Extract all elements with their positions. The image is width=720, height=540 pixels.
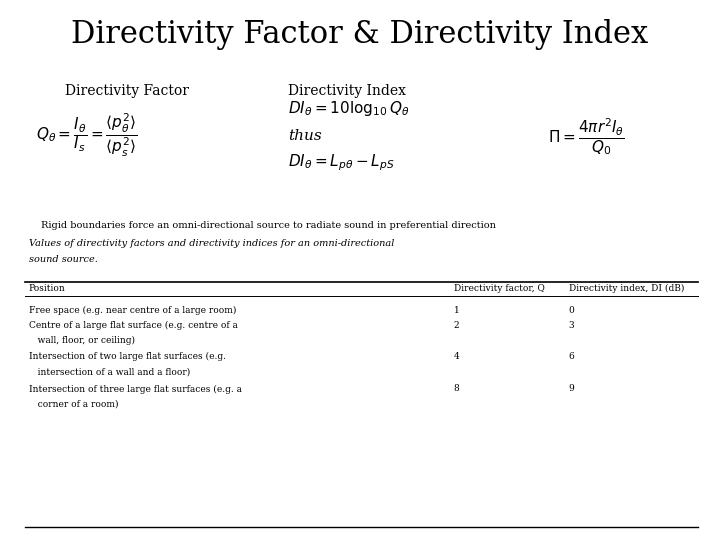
Text: Intersection of three large flat surfaces (e.g. a: Intersection of three large flat surface… (29, 384, 242, 394)
Text: Directivity Index: Directivity Index (288, 84, 406, 98)
Text: Intersection of two large flat surfaces (e.g.: Intersection of two large flat surfaces … (29, 352, 226, 361)
Text: Values of directivity factors and directivity indices for an omni-directional: Values of directivity factors and direct… (29, 239, 394, 248)
Text: wall, floor, or ceiling): wall, floor, or ceiling) (29, 336, 135, 345)
Text: 1: 1 (454, 306, 459, 315)
Text: 8: 8 (454, 384, 459, 394)
Text: $DI_{\theta} = L_{p\theta} - L_{pS}$: $DI_{\theta} = L_{p\theta} - L_{pS}$ (288, 153, 395, 173)
Text: 3: 3 (569, 321, 575, 330)
Text: $DI_{\theta} = 10 \log_{10} Q_{\theta}$: $DI_{\theta} = 10 \log_{10} Q_{\theta}$ (288, 98, 410, 118)
Text: Directivity Factor: Directivity Factor (65, 84, 189, 98)
Text: Directivity Factor & Directivity Index: Directivity Factor & Directivity Index (71, 19, 649, 50)
Text: 4: 4 (454, 352, 459, 361)
Text: Centre of a large flat surface (e.g. centre of a: Centre of a large flat surface (e.g. cen… (29, 321, 238, 330)
Text: 9: 9 (569, 384, 575, 394)
Text: thus: thus (288, 129, 322, 143)
Text: corner of a room): corner of a room) (29, 400, 118, 409)
Text: $Q_{\theta} = \dfrac{I_{\theta}}{I_s} = \dfrac{\langle p^2_{\theta} \rangle}{\la: $Q_{\theta} = \dfrac{I_{\theta}}{I_s} = … (36, 111, 138, 159)
Text: Directivity index, DI (dB): Directivity index, DI (dB) (569, 284, 684, 293)
Text: 0: 0 (569, 306, 575, 315)
Text: intersection of a wall and a floor): intersection of a wall and a floor) (29, 367, 190, 376)
Text: Directivity factor, Q: Directivity factor, Q (454, 284, 544, 293)
Text: Rigid boundaries force an omni-directional source to radiate sound in preferenti: Rigid boundaries force an omni-direction… (41, 221, 496, 231)
Text: sound source.: sound source. (29, 255, 98, 265)
Text: Free space (e.g. near centre of a large room): Free space (e.g. near centre of a large … (29, 306, 236, 315)
Text: 6: 6 (569, 352, 575, 361)
Text: Position: Position (29, 284, 66, 293)
Text: $\Pi = \dfrac{4\pi r^2 I_{\theta}}{Q_0}$: $\Pi = \dfrac{4\pi r^2 I_{\theta}}{Q_0}$ (549, 116, 625, 157)
Text: 2: 2 (454, 321, 459, 330)
